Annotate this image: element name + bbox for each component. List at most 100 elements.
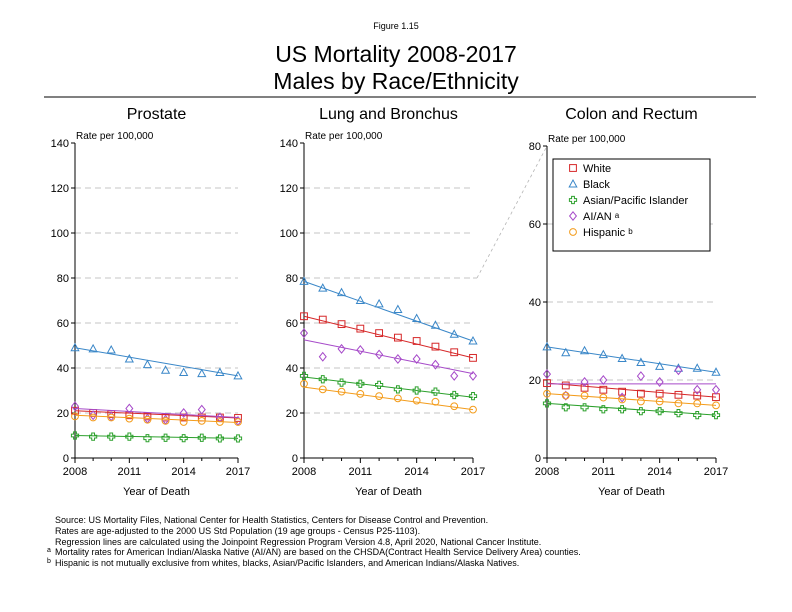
trend-line-api	[303, 376, 474, 398]
data-point-black	[88, 343, 98, 353]
data-point-aian	[337, 343, 346, 354]
data-point-api	[143, 434, 152, 443]
y-tick-label: 20	[57, 408, 69, 420]
data-point-api	[215, 434, 224, 443]
data-point-aian	[412, 354, 421, 364]
x-tick-label: 2017	[461, 466, 485, 478]
footnote-a-mark: a	[47, 547, 51, 554]
data-point-black	[106, 344, 116, 354]
data-point-white	[693, 391, 702, 400]
data-point-black	[233, 370, 243, 380]
data-point-hispanic	[712, 401, 720, 410]
data-point-api	[337, 378, 346, 387]
data-point-aian	[197, 404, 206, 415]
data-point-white	[599, 385, 608, 394]
data-point-black	[692, 363, 702, 372]
legend: White Black Asian/Pacific Islander AI/AN a Hi…	[552, 158, 711, 252]
data-point-aian	[674, 365, 683, 376]
trend-line-white	[546, 382, 717, 398]
panel-title: Prostate	[127, 106, 187, 123]
x-tick-label: 2011	[118, 466, 142, 478]
data-point-black	[355, 295, 365, 304]
series-api	[299, 371, 478, 401]
data-point-white	[543, 379, 551, 388]
data-point-black	[468, 335, 478, 345]
y-tick-label: 0	[535, 453, 541, 465]
y-tick-label: 80	[57, 273, 69, 285]
y-axis-label: Rate per 100,000	[305, 131, 383, 142]
data-point-black	[412, 313, 422, 322]
footnote-regression: Regression lines are calculated using th…	[55, 537, 541, 547]
data-point-aian	[636, 371, 645, 382]
x-tick-label: 2011	[592, 466, 616, 478]
data-point-black	[336, 287, 347, 297]
data-point-black	[393, 304, 403, 313]
data-point-hispanic	[318, 385, 327, 394]
y-tick-label: 0	[63, 453, 69, 465]
data-point-hispanic	[412, 396, 421, 405]
data-point-api	[375, 380, 384, 389]
trend-line-hispanic	[546, 393, 717, 406]
data-point-hispanic	[234, 418, 242, 426]
data-point-black	[142, 359, 153, 369]
x-tick-label: 2008	[292, 466, 316, 478]
data-point-api	[70, 431, 80, 440]
panel-title: Colon and Rectum	[565, 106, 698, 123]
data-point-hispanic	[469, 405, 477, 414]
trend-line-aian	[74, 408, 239, 418]
trend-line-black	[546, 346, 717, 373]
data-point-hispanic	[125, 414, 134, 423]
y-tick-label: 80	[286, 273, 298, 285]
trend-line-black	[74, 347, 239, 377]
data-point-black	[299, 276, 309, 285]
legend-item-hispanic: Hispanic b	[569, 227, 633, 239]
x-tick-label: 2014	[171, 466, 195, 478]
data-point-black	[124, 353, 134, 363]
data-point-hispanic	[143, 415, 152, 424]
data-point-api	[125, 432, 134, 441]
footnotes: Source: US Mortality Files, National Cen…	[47, 515, 581, 568]
x-tick-label: 2014	[404, 466, 428, 478]
data-point-white	[655, 389, 664, 398]
data-point-hispanic	[693, 399, 702, 408]
trend-line-white	[303, 315, 474, 359]
series-hispanic	[543, 389, 720, 410]
data-point-api	[711, 411, 721, 420]
data-point-black	[655, 361, 665, 370]
axis-zoom-connector	[473, 145, 548, 279]
y-tick-label: 20	[286, 408, 298, 420]
y-tick-label: 60	[57, 318, 69, 330]
data-point-api	[356, 379, 365, 388]
data-point-hispanic	[71, 412, 79, 421]
trend-line-hispanic	[303, 386, 474, 411]
y-tick-label: 140	[280, 138, 298, 150]
footnote-b-mark: b	[47, 558, 51, 565]
y-tick-label: 100	[280, 228, 298, 240]
data-point-api	[412, 386, 421, 395]
y-tick-label: 120	[280, 183, 298, 195]
data-point-hispanic	[580, 391, 589, 400]
data-point-hispanic	[599, 393, 608, 402]
data-point-aian	[375, 349, 384, 360]
data-point-hispanic	[107, 413, 116, 422]
data-point-black	[374, 298, 384, 308]
data-point-aian	[299, 328, 309, 339]
y-tick-label: 60	[529, 219, 541, 231]
legend-marker-black	[568, 178, 578, 188]
data-point-white	[161, 413, 170, 422]
footnote-a: Mortality rates for American Indian/Alas…	[55, 547, 581, 557]
data-point-aian	[693, 384, 702, 395]
data-point-hispanic	[89, 413, 98, 422]
x-tick-label: 2008	[535, 466, 559, 478]
chart-panel-1: Prostate Rate per 100,000 0 20 40 60 80 100 120 1…	[51, 106, 251, 498]
x-tick-label: 2014	[647, 466, 671, 478]
footnote-source: Source: US Mortality Files, National Cen…	[55, 515, 488, 525]
data-point-api	[636, 407, 645, 416]
data-point-white	[561, 381, 570, 390]
data-point-hispanic	[215, 418, 224, 426]
data-point-aian	[542, 369, 552, 380]
data-point-api	[233, 434, 243, 443]
data-point-api	[197, 433, 206, 442]
data-point-hispanic	[636, 397, 645, 406]
